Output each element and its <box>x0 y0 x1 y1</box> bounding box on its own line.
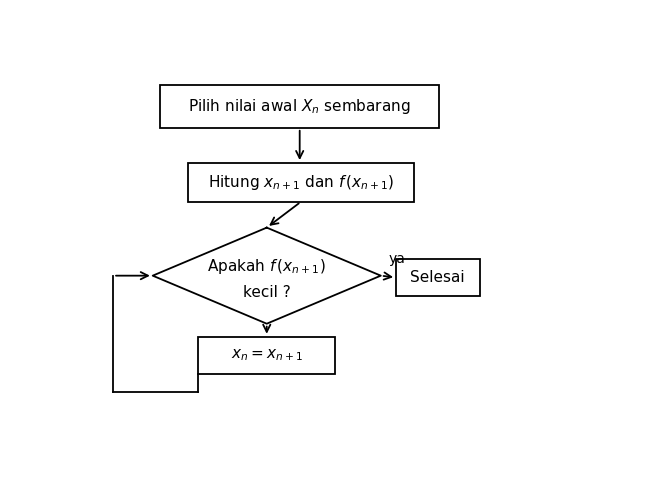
Text: Selesai: Selesai <box>411 270 465 285</box>
Bar <box>198 336 336 373</box>
Text: ya: ya <box>388 252 405 266</box>
Text: Hitung $x_{n+1}$ dan $f\,(x_{n+1})$: Hitung $x_{n+1}$ dan $f\,(x_{n+1})$ <box>208 173 394 192</box>
Bar <box>160 85 439 128</box>
Text: kecil ?: kecil ? <box>243 285 290 300</box>
Bar <box>396 259 479 296</box>
Bar <box>188 163 414 202</box>
Text: Pilih nilai awal $X_n$ sembarang: Pilih nilai awal $X_n$ sembarang <box>188 97 411 116</box>
Text: Apakah $f\,(x_{n+1})$: Apakah $f\,(x_{n+1})$ <box>207 257 326 276</box>
Text: $x_n = x_{n+1}$: $x_n = x_{n+1}$ <box>231 347 303 363</box>
